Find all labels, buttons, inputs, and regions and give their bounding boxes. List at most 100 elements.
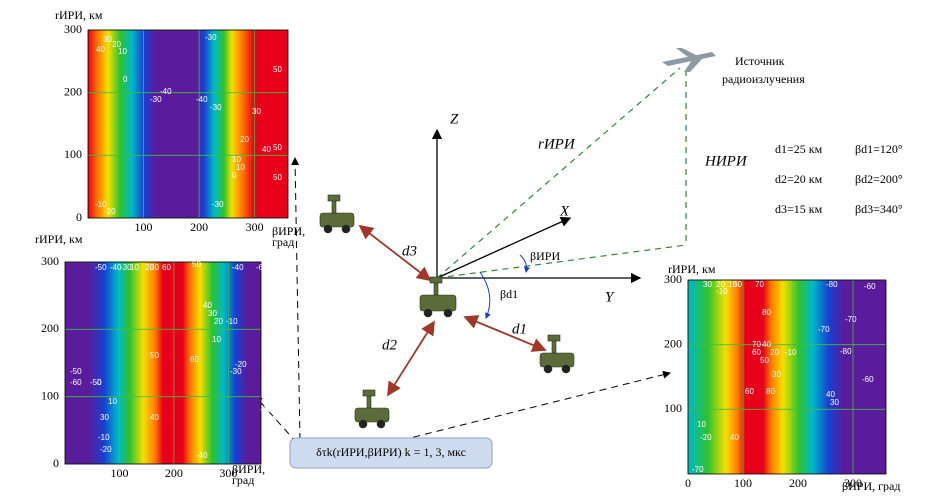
- x-tick-label: 200: [190, 220, 208, 234]
- x-axis-label: град: [272, 235, 294, 249]
- contour-label: 80: [766, 387, 775, 396]
- contour-label: 40: [150, 413, 159, 422]
- contour-label: -10: [226, 317, 238, 326]
- vehicles: [320, 195, 574, 428]
- contour-label: -60: [256, 263, 268, 272]
- y-tick-label: 0: [53, 456, 59, 470]
- contour-label: -80: [826, 280, 838, 289]
- contour-label: 50: [760, 356, 769, 365]
- axis-label: Y: [605, 289, 615, 305]
- y-axis-label: rИРИ, км: [55, 8, 103, 22]
- parameters: d1=25 км βd1=120° d2=20 км βd2=200° d3=15 км…: [775, 142, 903, 216]
- axis-label: X: [559, 203, 570, 219]
- parameter: d2=20 км: [775, 172, 823, 186]
- contour-label: -30: [210, 103, 222, 112]
- x-tick-label: 200: [165, 466, 183, 480]
- distance-label: d3: [402, 243, 417, 259]
- x-axis-label: град: [232, 473, 254, 487]
- x-tick-label: 0: [685, 476, 691, 490]
- contour-label: -40: [196, 451, 208, 460]
- contour-label: 10: [236, 163, 245, 172]
- contour-label: 20: [214, 317, 223, 326]
- y-axis-label: rИРИ, км: [35, 232, 83, 246]
- contour-label: 20: [240, 135, 249, 144]
- x-tick-label: 100: [734, 476, 752, 490]
- y-tick-label: 100: [64, 147, 82, 161]
- contour-label: -70: [692, 465, 704, 474]
- contour-label: -30: [212, 200, 224, 209]
- range-label: rИРИ: [538, 136, 576, 152]
- contour-label: -80: [840, 347, 852, 356]
- x-tick-label: 100: [110, 466, 128, 480]
- heatmap-base: [88, 204, 288, 218]
- contour-label: 20: [770, 348, 779, 357]
- heatmap-base: [688, 460, 886, 474]
- contour-label: -60: [70, 378, 82, 387]
- contour-label: 0: [123, 75, 128, 84]
- contour-label: 10: [108, 397, 117, 406]
- contour-label: 50: [733, 280, 742, 289]
- source-label: радиоизлучения: [722, 72, 805, 86]
- contour-label: 30: [100, 413, 109, 422]
- parameter: d3=15 км: [775, 202, 823, 216]
- y-tick-label: 0: [76, 210, 82, 224]
- geometry-lines: [437, 68, 686, 278]
- contour-label: 10: [697, 420, 706, 429]
- contour-label: 40: [730, 433, 739, 442]
- contour-label: -40: [160, 87, 172, 96]
- parameter: βd1=120°: [855, 142, 903, 156]
- y-tick-label: 100: [41, 388, 59, 402]
- contour-label: 10: [232, 155, 241, 164]
- contour-label: -10: [785, 348, 797, 357]
- contour-label: 30: [150, 263, 159, 272]
- contour-label: 0: [232, 171, 237, 180]
- heatmap: [88, 30, 288, 218]
- parameter: d1=25 км: [775, 142, 823, 156]
- contour-label: -60: [862, 375, 874, 384]
- contour-label: -20: [100, 445, 112, 454]
- heatmap: [65, 262, 261, 464]
- y-tick-label: 200: [41, 321, 59, 335]
- contour-label: -20: [700, 433, 712, 442]
- distance-label: d2: [382, 337, 398, 353]
- contour-label: 30: [830, 398, 839, 407]
- x-tick-label: 300: [246, 220, 264, 234]
- contour-label: 50: [273, 65, 282, 74]
- contour-label: 40: [96, 45, 105, 54]
- parameter: βd3=340°: [855, 202, 903, 216]
- contour-label: 30: [252, 107, 261, 116]
- figure: Источник радиоизлучения Z Y X rИРИ HИРИ …: [0, 0, 933, 492]
- azimuth-label: βd1: [500, 287, 518, 301]
- contour-label: -30: [230, 367, 242, 376]
- distance-label: d1: [512, 321, 527, 337]
- y-axis-label: rИРИ, км: [668, 262, 716, 276]
- contour-label: -50: [70, 367, 82, 376]
- contour-label: 50: [150, 351, 159, 360]
- contour-label: 50: [273, 173, 282, 182]
- contour-label: -70: [845, 315, 857, 324]
- contour-label: 50: [192, 260, 201, 269]
- parameter: βd2=200°: [855, 172, 903, 186]
- contour-label: -10: [716, 287, 728, 296]
- azimuth-label: βИРИ: [530, 249, 560, 263]
- beta-arc: [520, 255, 526, 272]
- contour-label: 40: [262, 145, 271, 154]
- axis-label: Z: [450, 111, 459, 127]
- contour-label: -10: [98, 433, 110, 442]
- x-axis-label: βИРИ, град: [842, 479, 900, 492]
- beta-d1-arc: [480, 272, 490, 318]
- y-tick-label: 300: [41, 254, 59, 268]
- contour-label: -30: [205, 33, 217, 42]
- contour-label: -60: [864, 282, 876, 291]
- aircraft: [662, 48, 716, 72]
- contour-label: -60: [260, 405, 272, 414]
- y-tick-label: 200: [64, 84, 82, 98]
- contour-label: 60: [162, 263, 171, 272]
- contour-label: 60: [745, 387, 754, 396]
- contour-label: -40: [196, 95, 208, 104]
- contour-label: 70: [755, 280, 764, 289]
- contour-label: 30: [772, 370, 781, 379]
- y-tick-label: 100: [664, 401, 682, 415]
